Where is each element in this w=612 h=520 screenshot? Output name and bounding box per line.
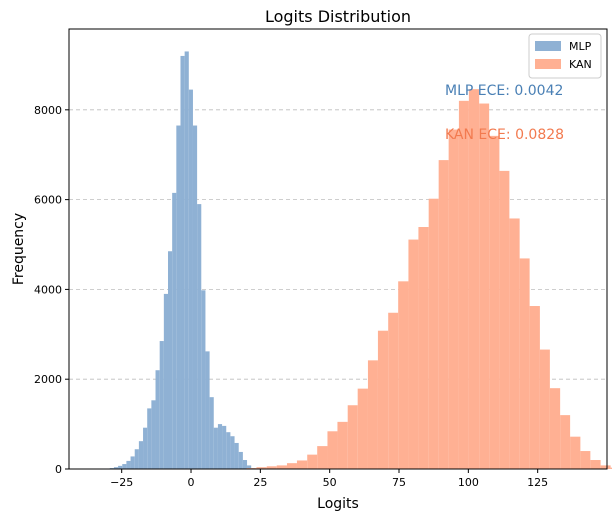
kan-bar bbox=[590, 460, 601, 469]
kan-bar bbox=[367, 360, 378, 469]
mlp-bar bbox=[188, 89, 193, 469]
y-axis-ticks: 0 2000 4000 6000 8000 bbox=[34, 104, 69, 476]
legend-swatch-mlp bbox=[535, 41, 561, 51]
mlp-bar bbox=[151, 400, 156, 469]
mlp-bar bbox=[176, 125, 181, 469]
kan-bar bbox=[337, 421, 348, 469]
mlp-bar bbox=[163, 293, 169, 469]
kan-bar bbox=[347, 405, 358, 469]
legend-swatch-kan bbox=[535, 59, 561, 69]
mlp-bar bbox=[180, 55, 185, 469]
mlp-bar bbox=[138, 441, 144, 469]
kan-bar bbox=[468, 89, 480, 469]
mlp-bar bbox=[159, 341, 164, 469]
kan-bar bbox=[509, 218, 520, 469]
mlp-bar bbox=[143, 427, 148, 469]
kan-bar bbox=[499, 170, 510, 469]
mlp-bar bbox=[192, 125, 198, 469]
x-tick-label: 75 bbox=[392, 476, 406, 489]
legend-label-kan: KAN bbox=[569, 58, 592, 71]
mlp-bar bbox=[226, 432, 231, 469]
legend: MLP KAN bbox=[528, 33, 602, 79]
x-axis-ticks: −25 0 25 50 75 100 125 bbox=[110, 469, 548, 489]
mlp-bar bbox=[201, 290, 206, 469]
x-tick-label: 25 bbox=[253, 476, 267, 489]
kan-bar bbox=[519, 258, 530, 469]
mlp-bar bbox=[122, 464, 127, 469]
mlp-bar bbox=[238, 451, 243, 469]
kan-bar bbox=[438, 160, 449, 469]
plot-frame bbox=[68, 28, 608, 470]
kan-bar bbox=[377, 330, 389, 469]
y-tick-label: 8000 bbox=[34, 104, 62, 117]
x-axis-label: Logits bbox=[317, 496, 359, 512]
kan-bar bbox=[529, 306, 540, 469]
mlp-bar bbox=[147, 408, 152, 469]
mlp-bar bbox=[197, 204, 202, 469]
kan-bar bbox=[408, 239, 419, 469]
kan-bar bbox=[600, 465, 611, 469]
y-axis-label: Frequency bbox=[11, 213, 27, 285]
mlp-bar bbox=[168, 251, 173, 469]
x-tick-label: 100 bbox=[458, 476, 479, 489]
mlp-bar bbox=[222, 425, 227, 469]
mlp-bar bbox=[118, 465, 123, 469]
x-tick-label: 50 bbox=[323, 476, 337, 489]
y-tick-label: 6000 bbox=[34, 194, 62, 207]
mlp-bars bbox=[101, 51, 256, 470]
mlp-bar bbox=[134, 449, 139, 469]
legend-label-mlp: MLP bbox=[569, 40, 592, 53]
y-tick-label: 2000 bbox=[34, 373, 62, 386]
kan-bar bbox=[296, 460, 308, 469]
mlp-bar bbox=[205, 351, 210, 469]
mlp-bar bbox=[217, 424, 223, 469]
kan-bar bbox=[357, 388, 368, 469]
kan-bar bbox=[539, 349, 550, 469]
kan-bar bbox=[489, 135, 500, 469]
kan-bar bbox=[256, 467, 267, 469]
kan-bar bbox=[286, 463, 297, 469]
mlp-bar bbox=[126, 460, 131, 469]
kan-bar bbox=[307, 454, 318, 469]
kan-bar bbox=[560, 415, 571, 469]
kan-bar bbox=[428, 198, 439, 469]
kan-bar bbox=[317, 446, 328, 469]
y-tick-label: 0 bbox=[55, 463, 62, 476]
mlp-bar bbox=[130, 456, 135, 469]
x-tick-label: 125 bbox=[527, 476, 548, 489]
x-tick-label: −25 bbox=[110, 476, 133, 489]
mlp-bar bbox=[184, 51, 189, 470]
kan-bar bbox=[610, 467, 612, 469]
kan-bar bbox=[398, 281, 409, 469]
chart-title: Logits Distribution bbox=[265, 7, 411, 26]
kan-bar bbox=[327, 431, 338, 469]
mlp-bar bbox=[155, 370, 160, 469]
mlp-bar bbox=[230, 436, 235, 469]
mlp-bar bbox=[113, 467, 119, 469]
kan-bar bbox=[266, 466, 277, 469]
kan-bar bbox=[549, 388, 561, 469]
kan-bar bbox=[458, 100, 469, 469]
kan-bar bbox=[276, 465, 287, 469]
kan-ece-annotation: KAN ECE: 0.0828 bbox=[445, 127, 564, 143]
mlp-bar bbox=[242, 460, 248, 469]
mlp-bar bbox=[209, 397, 214, 469]
kan-bar bbox=[418, 227, 429, 469]
y-tick-label: 4000 bbox=[34, 283, 62, 296]
mlp-bar bbox=[247, 465, 252, 469]
kan-bar bbox=[448, 129, 459, 470]
mlp-bar bbox=[234, 442, 239, 469]
kan-bar bbox=[570, 436, 581, 469]
kan-bar bbox=[580, 451, 591, 469]
kan-bars bbox=[246, 89, 612, 470]
kan-bar bbox=[479, 103, 490, 469]
mlp-bar bbox=[213, 427, 218, 469]
mlp-bar bbox=[172, 192, 177, 469]
kan-bar bbox=[388, 312, 399, 469]
mlp-ece-annotation: MLP ECE: 0.0042 bbox=[445, 83, 563, 99]
x-tick-label: 0 bbox=[188, 476, 195, 489]
